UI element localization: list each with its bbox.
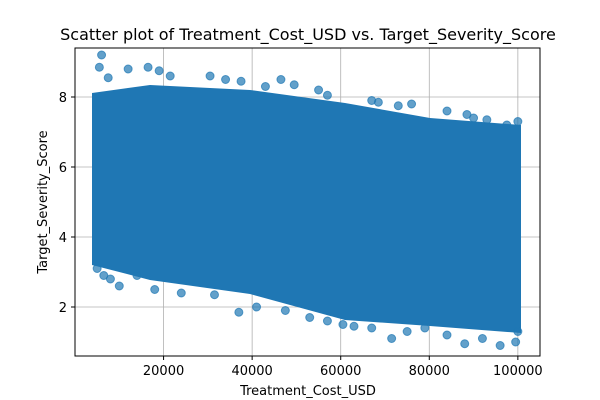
x-tick-label: 40000 bbox=[231, 364, 272, 379]
scatter-point bbox=[154, 66, 164, 76]
scatter-point bbox=[387, 334, 397, 343]
point-cloud bbox=[92, 85, 521, 333]
scatter-point bbox=[221, 75, 231, 84]
scatter-point bbox=[92, 264, 102, 273]
scatter-point bbox=[338, 320, 348, 329]
scatter-point bbox=[322, 316, 332, 326]
y-tick-label: 2 bbox=[59, 301, 67, 316]
scatter-point bbox=[176, 288, 186, 298]
scatter-point bbox=[165, 71, 175, 81]
scatter-point bbox=[234, 307, 244, 317]
y-tick-label: 6 bbox=[59, 161, 67, 176]
scatter-point bbox=[276, 75, 286, 84]
scatter-point bbox=[150, 285, 160, 294]
scatter-point bbox=[205, 71, 215, 81]
scatter-point bbox=[260, 82, 270, 91]
y-axis-label: Target_Severity_Score bbox=[36, 130, 51, 274]
scatter-point bbox=[114, 281, 124, 291]
scatter-point bbox=[495, 341, 505, 350]
scatter-point bbox=[513, 117, 523, 126]
x-tick-label: 100000 bbox=[493, 364, 543, 379]
scatter-point bbox=[420, 323, 430, 333]
point-cloud-band bbox=[92, 85, 521, 333]
scatter-point bbox=[482, 115, 492, 125]
scatter-point bbox=[402, 327, 412, 336]
scatter-point bbox=[103, 73, 113, 83]
y-tick-label: 4 bbox=[59, 231, 67, 246]
scatter-point bbox=[442, 330, 452, 340]
scatter-point bbox=[513, 327, 523, 336]
y-axis-ticks: 2 4 6 8 bbox=[59, 91, 75, 316]
scatter-point bbox=[367, 323, 377, 333]
scatter-point bbox=[349, 321, 359, 331]
y-tick-label: 8 bbox=[59, 91, 67, 106]
scatter-point bbox=[477, 334, 487, 343]
scatter-points bbox=[92, 50, 523, 350]
scatter-point bbox=[460, 339, 470, 349]
x-tick-label: 60000 bbox=[320, 364, 361, 379]
scatter-point bbox=[97, 50, 107, 60]
scatter-point bbox=[462, 110, 472, 119]
scatter-point bbox=[94, 62, 104, 72]
scatter-point bbox=[210, 290, 219, 300]
plot-area-frame bbox=[74, 47, 541, 357]
scatter-point bbox=[511, 337, 521, 347]
chart-title: Scatter plot of Treatment_Cost_USD vs. T… bbox=[60, 25, 556, 45]
scatter-point bbox=[305, 313, 315, 322]
scatter-point bbox=[252, 302, 262, 312]
scatter-point bbox=[407, 99, 417, 109]
scatter-point bbox=[314, 85, 324, 95]
scatter-point bbox=[442, 106, 452, 116]
scatter-point bbox=[143, 62, 153, 72]
x-tick-label: 80000 bbox=[409, 364, 450, 379]
scatter-point bbox=[502, 120, 512, 130]
scatter-point bbox=[289, 80, 299, 90]
x-axis-ticks: 20000 40000 60000 80000 100000 bbox=[143, 356, 543, 379]
scatter-point bbox=[373, 97, 383, 107]
x-axis-label: Treatment_Cost_USD bbox=[239, 384, 376, 399]
scatter-point bbox=[393, 101, 403, 111]
scatter-point bbox=[322, 90, 332, 100]
scatter-point bbox=[105, 274, 115, 284]
scatter-point bbox=[236, 76, 246, 86]
x-tick-label: 20000 bbox=[143, 364, 184, 379]
scatter-point bbox=[132, 271, 142, 280]
scatter-point bbox=[280, 306, 290, 315]
scatter-point bbox=[123, 64, 133, 74]
